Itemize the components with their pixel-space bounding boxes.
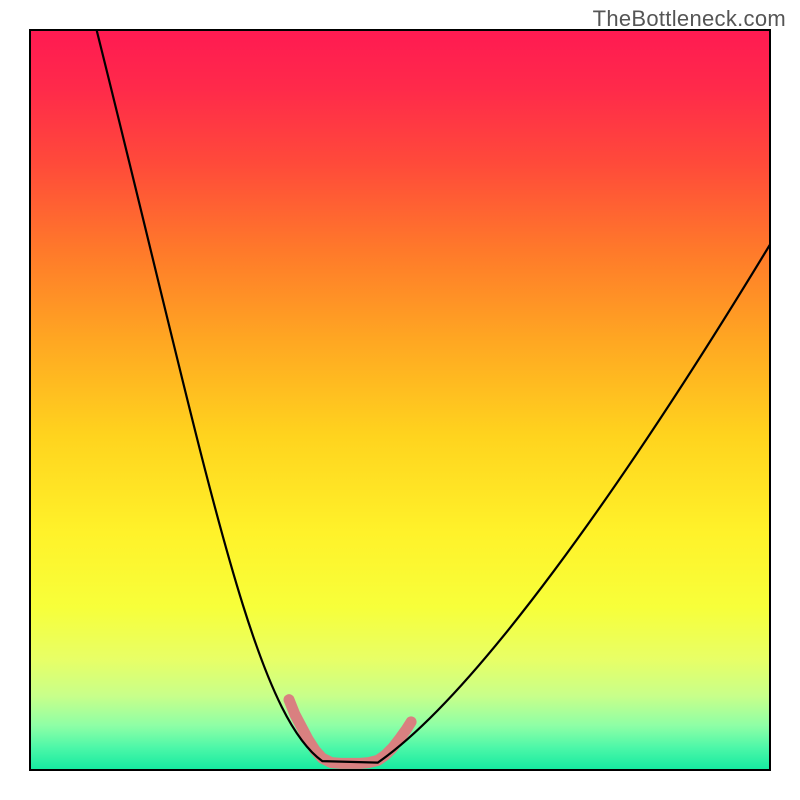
plot-area <box>30 30 770 770</box>
bottleneck-curve-chart <box>0 0 800 800</box>
watermark-text: TheBottleneck.com <box>593 6 786 32</box>
gradient-background <box>30 30 770 770</box>
highlight-marker <box>406 717 416 727</box>
highlight-marker <box>290 710 300 720</box>
highlight-marker <box>355 758 365 768</box>
highlight-marker <box>336 758 346 768</box>
highlight-marker <box>345 758 355 768</box>
highlight-marker <box>326 758 336 768</box>
chart-container: TheBottleneck.com <box>0 0 800 800</box>
highlight-marker <box>284 695 294 705</box>
highlight-marker <box>297 722 307 732</box>
